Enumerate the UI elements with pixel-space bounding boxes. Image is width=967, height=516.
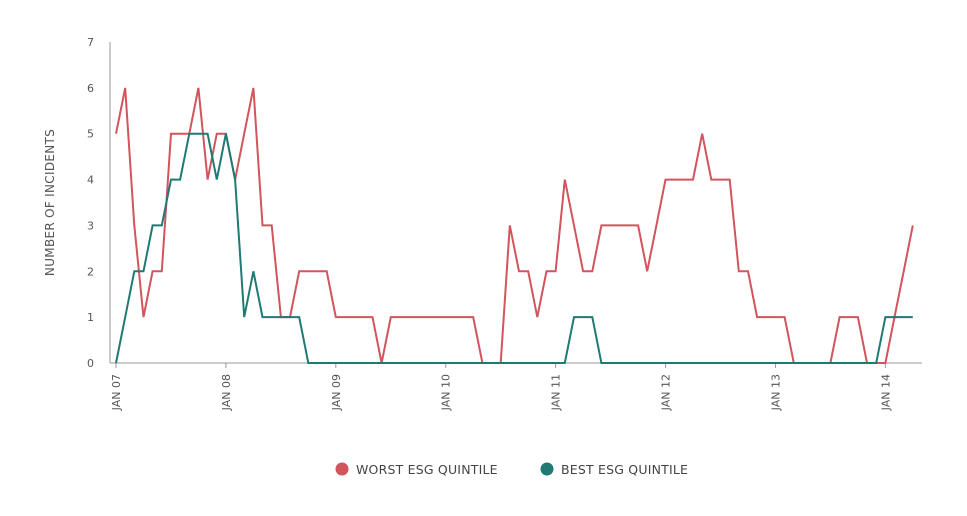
y-axis-ticks: 0 1 2 3 4 5 6 7 [87, 36, 94, 370]
x-tick-label: JAN 09 [330, 374, 343, 411]
y-tick-label: 5 [87, 128, 94, 141]
x-tick-label: JAN 11 [550, 374, 563, 411]
x-axis-ticks: JAN 07 JAN 08 JAN 09 JAN 10 JAN 11 JAN 12 JAN … [110, 363, 892, 411]
y-tick-label: 2 [87, 265, 94, 278]
x-tick-label: JAN 13 [769, 374, 782, 411]
x-tick-label: JAN 12 [660, 374, 673, 411]
y-tick-label: 0 [87, 357, 94, 370]
legend-item: BEST ESG QUINTILE [540, 462, 688, 477]
y-tick-label: 6 [87, 82, 94, 95]
legend-item: WORST ESG QUINTILE [335, 462, 498, 477]
legend-marker [335, 462, 349, 476]
legend-label: WORST ESG QUINTILE [356, 462, 498, 477]
series-line-best-esg-quintile [115, 132, 913, 364]
series-line-worst-esg-quintile [115, 87, 914, 364]
legend-label: BEST ESG QUINTILE [561, 462, 688, 477]
y-tick-label: 3 [87, 219, 94, 232]
x-tick-label: JAN 14 [879, 374, 892, 411]
y-tick-label: 1 [87, 311, 94, 324]
legend: WORST ESG QUINTILE BEST ESG QUINTILE [335, 462, 688, 477]
series-layer [115, 87, 914, 364]
y-axis-title: NUMBER OF INCIDENTS [43, 129, 57, 276]
legend-marker [540, 462, 554, 476]
x-tick-label: JAN 07 [110, 374, 123, 411]
x-tick-label: JAN 08 [220, 374, 233, 411]
y-tick-label: 4 [87, 174, 94, 187]
y-tick-label: 7 [87, 36, 94, 49]
x-tick-label: JAN 10 [440, 374, 453, 411]
